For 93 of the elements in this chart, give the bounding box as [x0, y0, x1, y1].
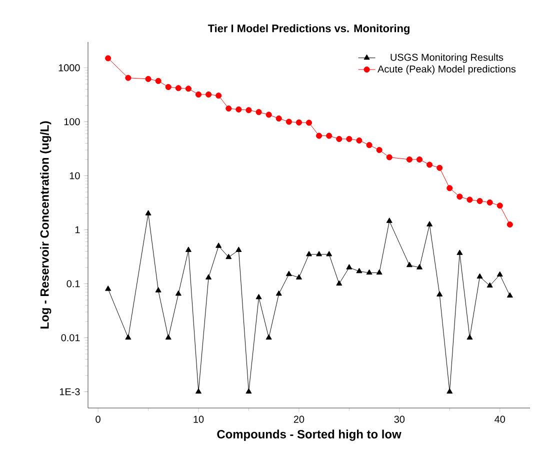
point: [206, 274, 212, 280]
point: [286, 118, 292, 125]
point: [155, 287, 162, 292]
point: [366, 142, 372, 148]
point: [436, 164, 443, 171]
point: [296, 119, 302, 126]
point: [336, 280, 342, 286]
point: [306, 250, 312, 256]
point: [476, 198, 483, 204]
point: [356, 137, 362, 144]
point: [506, 292, 513, 298]
y-tick-label: 1E-3: [60, 388, 80, 396]
point: [456, 194, 463, 200]
point: [466, 334, 473, 340]
y-tick-label: 1: [75, 226, 80, 234]
point: [175, 290, 182, 296]
point: [266, 112, 272, 118]
point: [406, 262, 412, 268]
point: [105, 55, 112, 62]
point: [206, 91, 212, 98]
point: [195, 91, 202, 98]
point: [165, 84, 172, 90]
point: [506, 221, 513, 228]
point: [476, 273, 483, 279]
point: [496, 271, 503, 277]
chart-title: Tier I Model Predictions vs. Monitoring: [208, 24, 410, 34]
point: [486, 199, 493, 206]
point: [296, 274, 302, 280]
legend-label: Acute (Peak) Model predictions: [378, 65, 516, 74]
point: [266, 334, 272, 340]
point: [366, 269, 372, 275]
y-tick-label: 0.1: [66, 280, 80, 288]
y-tick-label: 100: [64, 118, 80, 126]
point: [416, 156, 423, 163]
point: [256, 294, 262, 300]
point: [376, 146, 382, 154]
point: [216, 242, 222, 248]
point: [155, 78, 162, 84]
x-tick-label: 10: [194, 416, 204, 423]
y-tick-label: 0.01: [61, 334, 80, 342]
point: [356, 268, 362, 274]
point: [446, 185, 453, 192]
x-axis-title: Compounds - Sorted high to low: [217, 430, 402, 441]
point: [436, 291, 443, 296]
x-tick-label: 0: [96, 416, 100, 423]
point: [316, 132, 322, 139]
point: [185, 246, 192, 252]
point: [426, 221, 433, 226]
point: [276, 290, 282, 296]
point: [446, 388, 453, 394]
point: [216, 92, 222, 99]
point: [226, 105, 232, 112]
point: [236, 246, 242, 252]
point: [466, 196, 473, 203]
point: [386, 218, 392, 223]
point: [326, 250, 332, 256]
point: [426, 162, 433, 168]
point: [316, 250, 322, 256]
point: [145, 210, 152, 216]
point: [125, 74, 132, 81]
point: [456, 250, 463, 255]
y-axis-title: Log - Reservoir Concentration (ug/L): [40, 121, 52, 328]
point: [496, 202, 503, 209]
point: [175, 85, 182, 92]
point: [416, 264, 423, 270]
point: [256, 109, 262, 116]
point: [125, 334, 132, 340]
point: [326, 132, 332, 139]
point: [246, 107, 252, 114]
point: [165, 334, 172, 340]
point: [246, 388, 252, 394]
point: [386, 154, 392, 160]
point: [376, 269, 382, 275]
point: [105, 286, 112, 291]
point: [276, 115, 282, 122]
point: [406, 156, 412, 163]
point: [185, 86, 192, 92]
point: [236, 106, 242, 112]
point: [195, 388, 202, 394]
x-tick-label: 20: [294, 416, 304, 423]
point: [346, 264, 352, 270]
point: [286, 270, 292, 276]
point: [346, 136, 352, 142]
point: [145, 76, 152, 82]
point: [486, 282, 493, 288]
y-tick-label: 10: [70, 172, 80, 180]
legend-label: USGS Monitoring Results: [390, 54, 504, 63]
x-tick-label: 40: [494, 416, 506, 423]
x-tick-label: 30: [394, 416, 405, 423]
y-tick-label: 1000: [58, 64, 80, 72]
point: [306, 120, 312, 126]
point: [226, 254, 232, 260]
point: [336, 136, 342, 142]
